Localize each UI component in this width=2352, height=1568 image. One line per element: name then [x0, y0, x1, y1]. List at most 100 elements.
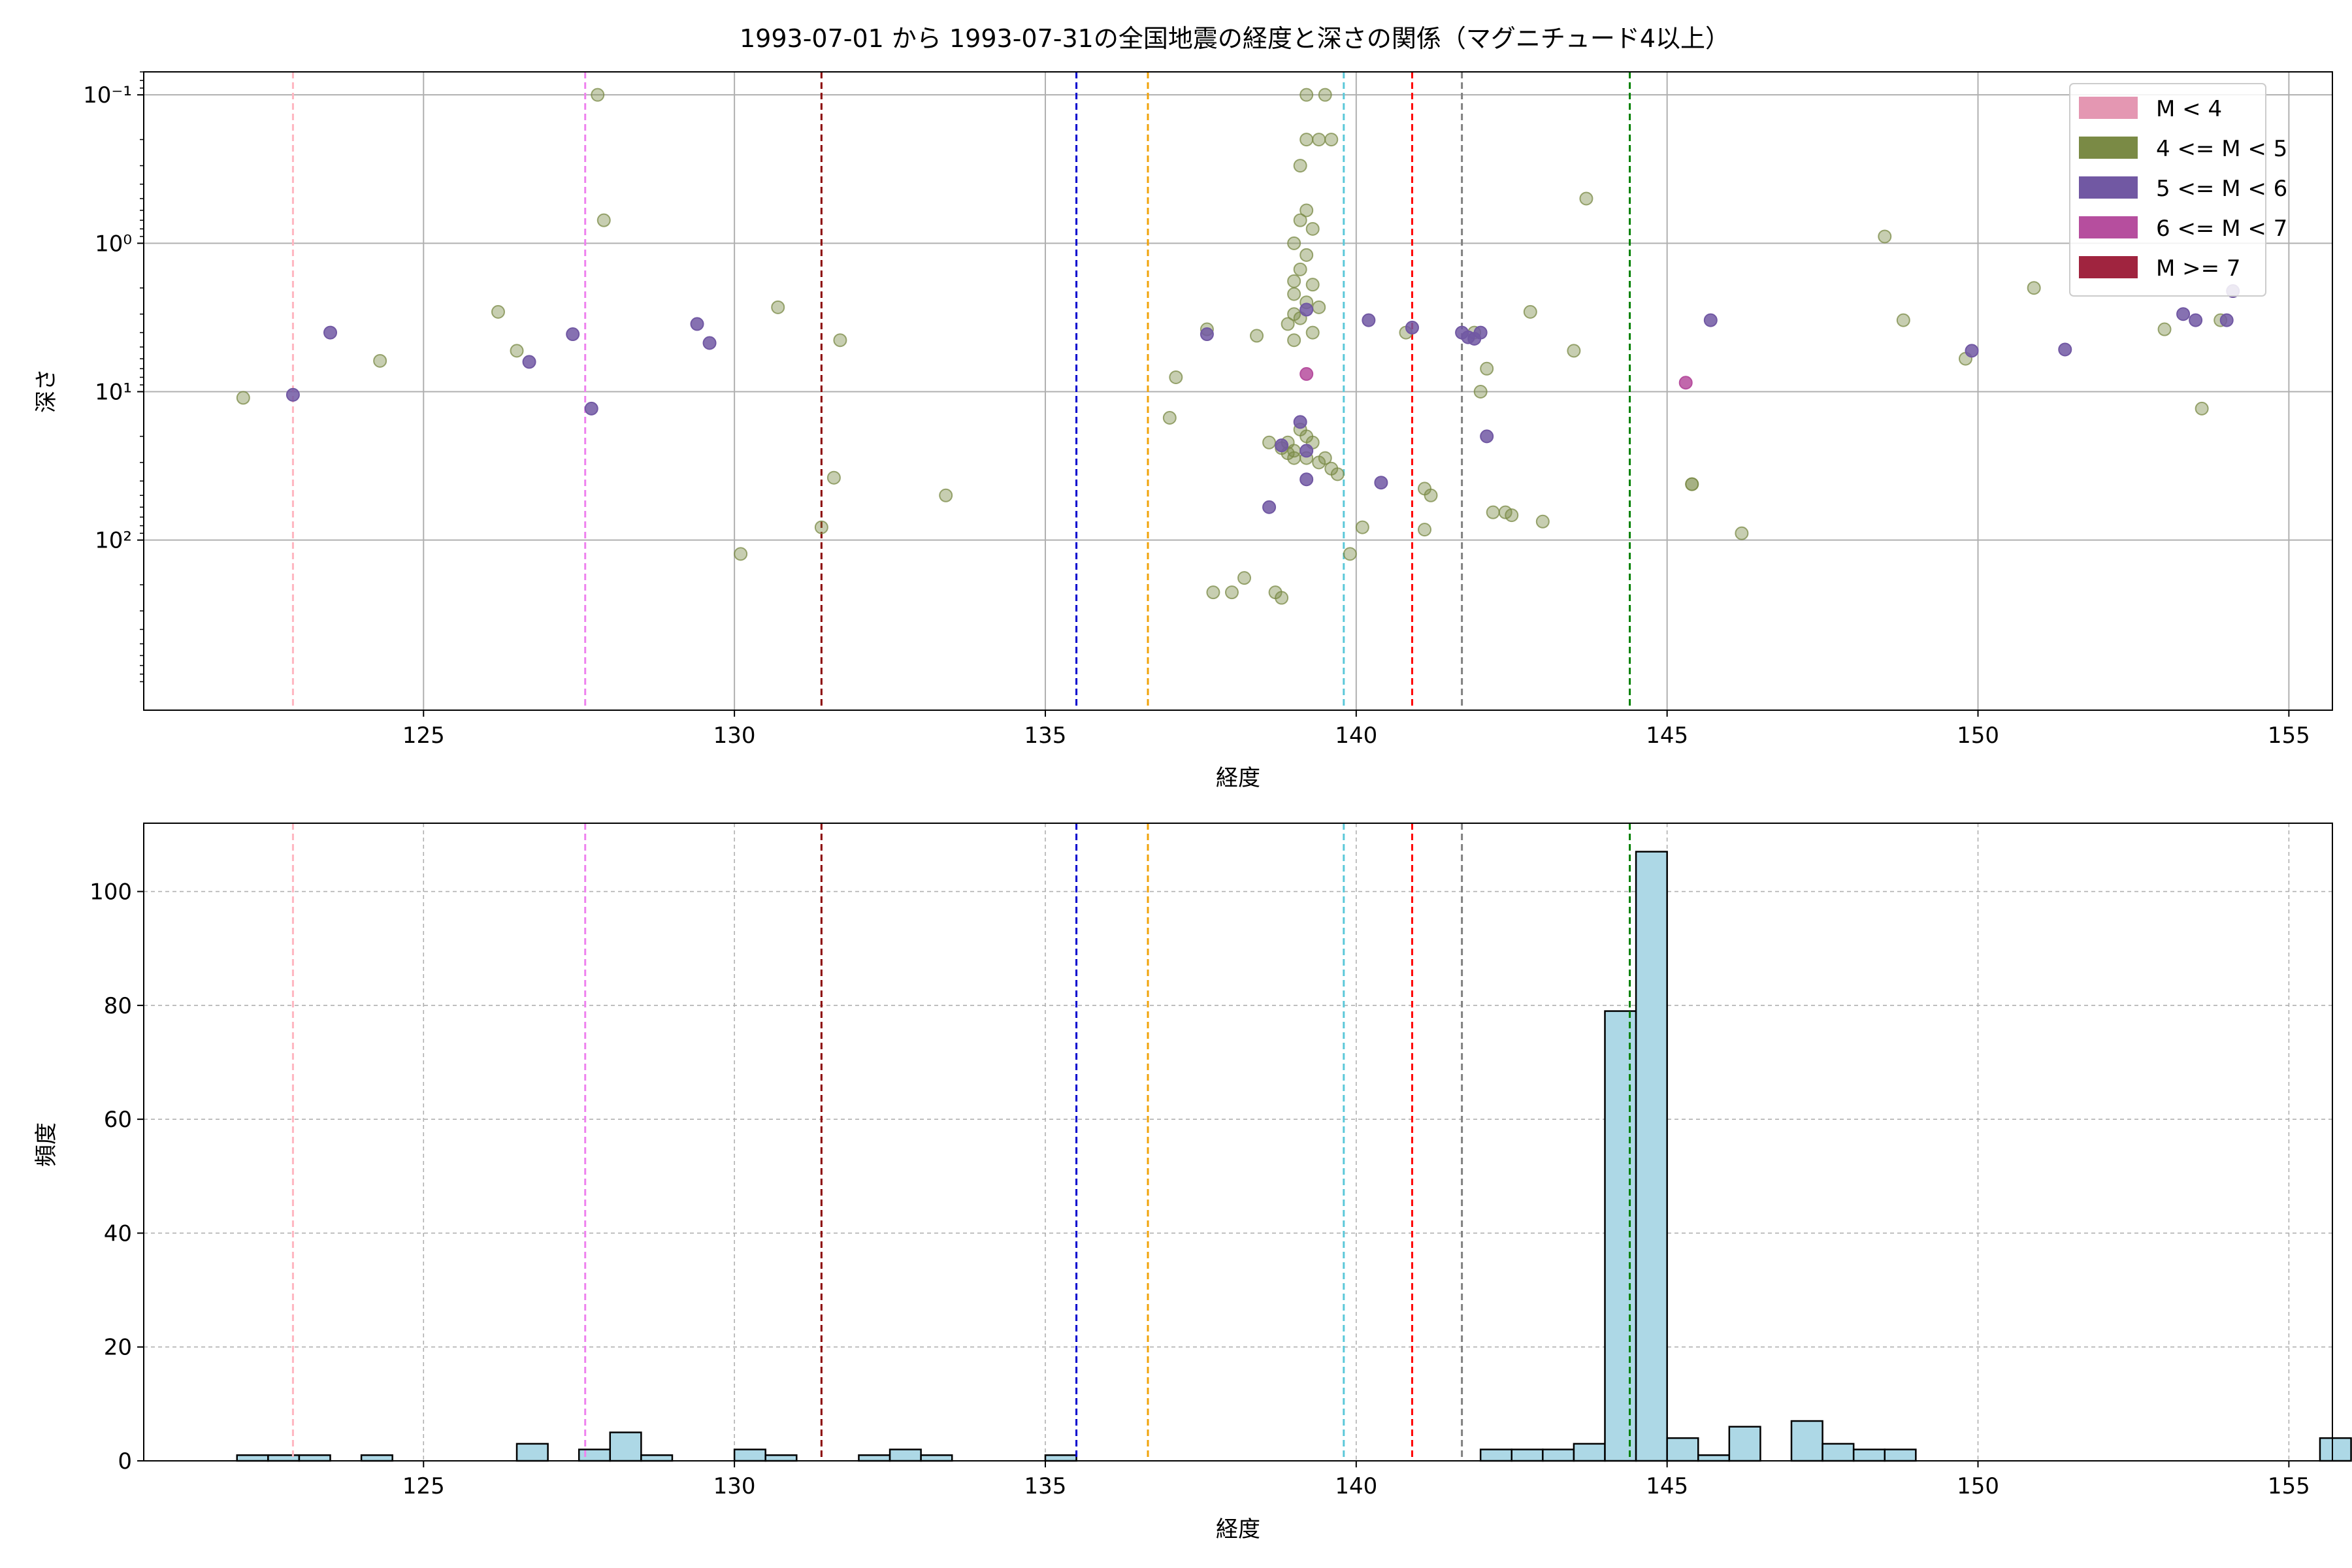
scatter-x-tick-label: 155 [2268, 723, 2310, 749]
scatter-point [2189, 313, 2203, 327]
scatter-point [2195, 401, 2209, 416]
histogram-bar [1542, 1448, 1575, 1462]
scatter-point [814, 520, 828, 534]
scatter-point [1505, 508, 1519, 523]
scatter-point [510, 344, 524, 358]
scatter-x-ticks: 125 130 135 140 145 150 155 [402, 710, 2310, 749]
histogram-y-tick-label: 60 [104, 1107, 132, 1133]
legend-swatch [2079, 137, 2138, 159]
scatter-point [1878, 229, 1892, 244]
scatter-y-ticks: 10⁻¹ 10⁰ 10¹ 10² [83, 71, 144, 683]
histogram-x-tick-label: 130 [713, 1473, 756, 1499]
scatter-point [1965, 344, 1979, 358]
scatter-point [1275, 591, 1289, 605]
histogram-bar [889, 1448, 922, 1462]
scatter-point [1287, 333, 1301, 348]
scatter-point [323, 325, 338, 340]
scatter-panel: 125 130 135 140 145 150 155 10⁻¹ 10⁰ 10¹ 10² 経度 深… [33, 71, 2333, 791]
scatter-point [1224, 585, 1239, 600]
scatter-point [1703, 313, 1718, 327]
scatter-y-tick-label: 10⁻¹ [83, 82, 132, 108]
scatter-point [491, 304, 505, 319]
scatter-point [1735, 526, 1749, 540]
histogram-bar [764, 1454, 798, 1462]
legend-label: 4 <= M < 5 [2156, 136, 2287, 162]
scatter-point [690, 317, 704, 331]
scatter-y-axis-label: 深さ [33, 368, 59, 413]
scatter-point [1405, 320, 1419, 335]
histogram-bar [515, 1443, 549, 1462]
scatter-point [1473, 384, 1488, 399]
scatter-y-tick-label: 10¹ [95, 379, 132, 405]
histogram-bar [1666, 1437, 1699, 1462]
scatter-point [2027, 281, 2041, 295]
scatter-point [2219, 313, 2234, 327]
scatter-point [1293, 159, 1307, 173]
scatter-point [1281, 317, 1295, 331]
scatter-y-tick-label: 10² [95, 528, 132, 554]
scatter-point [1486, 505, 1500, 519]
legend-label: M < 4 [2156, 96, 2222, 122]
scatter-point [1299, 472, 1314, 487]
scatter-reference-lines [291, 72, 1631, 710]
histogram-x-axis-label: 経度 [1216, 1516, 1260, 1543]
scatter-point [1355, 520, 1369, 534]
legend-label: M >= 7 [2156, 255, 2241, 282]
scatter-point [1287, 236, 1301, 250]
histogram-bar [609, 1431, 642, 1462]
histogram-grid [144, 823, 2332, 1462]
legend-swatch [2079, 97, 2138, 119]
scatter-point [1685, 477, 1699, 491]
histogram-y-tick-label: 20 [104, 1335, 132, 1361]
scatter-x-tick-label: 125 [402, 723, 445, 749]
histogram-x-tick-label: 145 [1646, 1473, 1688, 1499]
scatter-point [1169, 370, 1183, 384]
scatter-point [1424, 488, 1438, 502]
scatter-point [1287, 444, 1301, 458]
scatter-point [1330, 467, 1345, 482]
scatter-point [1305, 221, 1320, 236]
histogram-bar [236, 1454, 269, 1462]
histogram-bar [1044, 1454, 1077, 1462]
scatter-grid [144, 72, 2332, 710]
histogram-bar [1821, 1443, 1855, 1462]
legend-swatch [2079, 256, 2138, 278]
scatter-point [596, 213, 611, 227]
scatter-point [1275, 438, 1289, 453]
scatter-point [1312, 300, 1326, 314]
histogram-y-tick-label: 40 [104, 1220, 132, 1247]
histogram-y-tick-label: 100 [90, 879, 132, 906]
legend-label: 6 <= M < 7 [2156, 216, 2287, 242]
scatter-point [1262, 435, 1277, 449]
scatter-point [1362, 313, 1376, 327]
scatter-point [1293, 415, 1307, 429]
histogram-x-tick-label: 155 [2268, 1473, 2310, 1499]
scatter-point [1418, 523, 1432, 537]
scatter-point [1299, 302, 1314, 317]
scatter-point [1896, 313, 1910, 327]
scatter-point [1287, 287, 1301, 301]
scatter-x-axis-label: 経度 [1216, 765, 1260, 791]
histogram-bars [236, 851, 2352, 1462]
histogram-y-tick-label: 80 [104, 993, 132, 1019]
histogram-reference-lines [291, 823, 1631, 1461]
scatter-point [286, 387, 300, 402]
scatter-point [1162, 410, 1177, 425]
scatter-point [566, 327, 580, 342]
histogram-bar [1790, 1420, 1823, 1462]
scatter-y-tick-label: 10⁰ [95, 231, 132, 257]
legend-swatch [2079, 176, 2138, 199]
scatter-point [2157, 322, 2172, 336]
scatter-point [1299, 444, 1314, 458]
scatter-point [1318, 88, 1332, 102]
histogram-x-ticks: 125 130 135 140 145 150 155 [402, 1461, 2310, 1499]
scatter-point [1480, 429, 1494, 444]
scatter-point [1200, 327, 1214, 342]
scatter-point [1324, 133, 1339, 147]
scatter-point [1299, 88, 1314, 102]
histogram-y-axis-label: 頻度 [33, 1122, 59, 1167]
scatter-point [1293, 213, 1307, 227]
scatter-point [584, 401, 598, 416]
scatter-point [1567, 344, 1581, 358]
